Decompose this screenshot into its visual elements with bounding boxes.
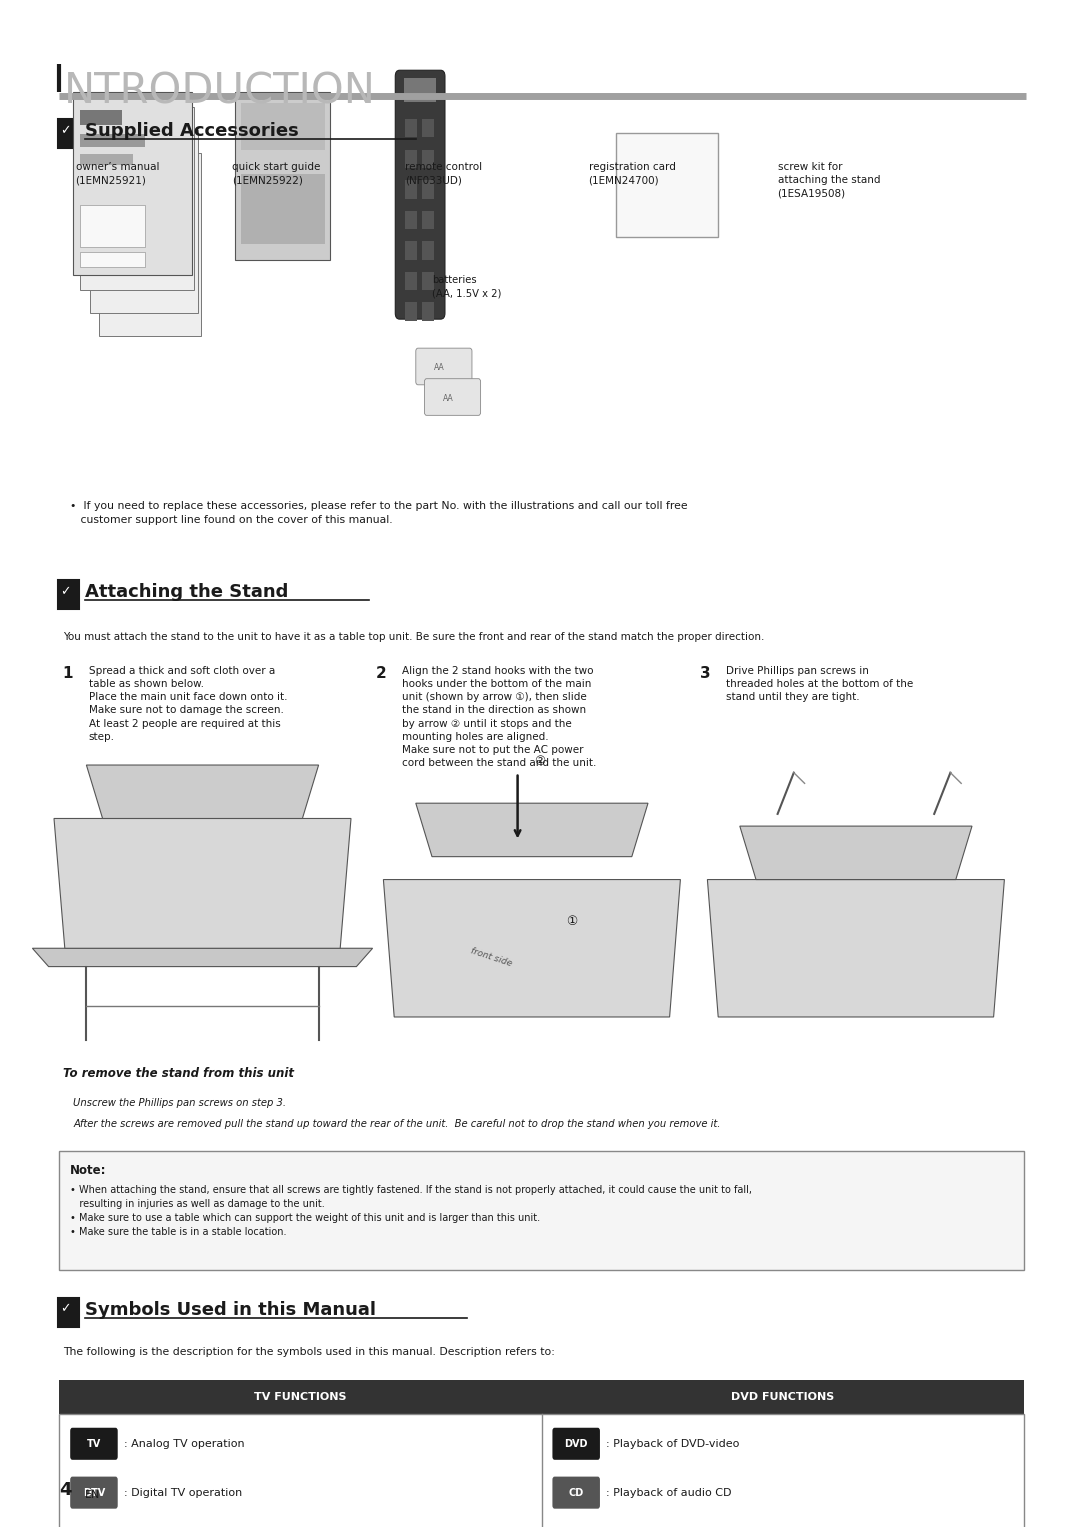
Polygon shape [416, 803, 648, 857]
Text: 1: 1 [63, 666, 73, 681]
Bar [404, 78, 436, 102]
Bar [99, 153, 201, 336]
Bar [422, 241, 434, 260]
Text: TV FUNCTIONS: TV FUNCTIONS [254, 1393, 347, 1402]
Text: : Playback of audio CD: : Playback of audio CD [607, 1487, 732, 1498]
Polygon shape [740, 826, 972, 880]
Bar [405, 119, 417, 137]
Bar [90, 130, 198, 313]
Bar [241, 102, 325, 150]
Polygon shape [54, 818, 351, 948]
Bar [616, 133, 718, 237]
Bar [235, 92, 330, 260]
Bar [542, 1380, 1024, 1414]
Text: quick start guide
(1EMN25922): quick start guide (1EMN25922) [232, 162, 321, 185]
Text: DVD FUNCTIONS: DVD FUNCTIONS [731, 1393, 835, 1402]
Text: • When attaching the stand, ensure that all screws are tightly fastened. If the : • When attaching the stand, ensure that … [70, 1185, 752, 1237]
Bar [422, 302, 434, 321]
Text: Spread a thick and soft cloth over a
table as shown below.
Place the main unit f: Spread a thick and soft cloth over a tab… [89, 666, 287, 742]
Bar [422, 150, 434, 168]
Polygon shape [383, 880, 680, 1017]
Text: screw kit for
attaching the stand
(1ESA19508): screw kit for attaching the stand (1ESA1… [778, 162, 880, 199]
Bar [59, 1380, 542, 1414]
Text: 3: 3 [700, 666, 711, 681]
Text: 4: 4 [59, 1481, 72, 1500]
Text: Supplied Accessories: Supplied Accessories [85, 122, 299, 140]
Bar [405, 302, 417, 321]
Text: Symbols Used in this Manual: Symbols Used in this Manual [85, 1301, 376, 1319]
Bar [80, 154, 134, 165]
Text: AA: AA [443, 394, 454, 403]
FancyBboxPatch shape [70, 1477, 118, 1509]
Text: front side: front side [469, 947, 513, 968]
Bar [405, 272, 417, 290]
Text: remote control
(NF033UD): remote control (NF033UD) [405, 162, 482, 185]
Text: : Analog TV operation: : Analog TV operation [124, 1438, 245, 1449]
Bar [73, 92, 192, 275]
FancyBboxPatch shape [553, 1477, 600, 1509]
FancyBboxPatch shape [395, 70, 445, 319]
Text: DVD: DVD [565, 1438, 588, 1449]
Bar [80, 134, 146, 147]
Bar [80, 107, 194, 290]
Text: •  If you need to replace these accessories, please refer to the part No. with t: • If you need to replace these accessori… [63, 501, 687, 525]
Text: TV: TV [86, 1438, 102, 1449]
Polygon shape [86, 765, 319, 818]
Text: : Digital TV operation: : Digital TV operation [124, 1487, 242, 1498]
Text: CD: CD [568, 1487, 584, 1498]
Text: EN: EN [85, 1490, 100, 1501]
Bar [241, 174, 325, 244]
Text: You must attach the stand to the unit to have it as a table top unit. Be sure th: You must attach the stand to the unit to… [63, 632, 764, 643]
Bar [422, 180, 434, 199]
Bar [80, 205, 146, 247]
Bar [59, 1414, 1024, 1527]
Bar [422, 119, 434, 137]
Bar [422, 272, 434, 290]
Text: The following is the description for the symbols used in this manual. Descriptio: The following is the description for the… [63, 1347, 554, 1358]
Text: DTV: DTV [83, 1487, 105, 1498]
Text: owner’s manual
(1EMN25921): owner’s manual (1EMN25921) [76, 162, 159, 185]
Bar [422, 211, 434, 229]
Bar [58, 580, 79, 609]
Polygon shape [707, 880, 1004, 1017]
Bar [405, 180, 417, 199]
Bar [405, 211, 417, 229]
Text: After the screws are removed pull the stand up toward the rear of the unit.  Be : After the screws are removed pull the st… [73, 1119, 720, 1130]
Polygon shape [32, 948, 373, 967]
Bar [80, 110, 122, 125]
Text: To remove the stand from this unit: To remove the stand from this unit [63, 1067, 294, 1081]
Text: ②: ② [534, 754, 545, 768]
Bar [405, 241, 417, 260]
Text: Align the 2 stand hooks with the two
hooks under the bottom of the main
unit (sh: Align the 2 stand hooks with the two hoo… [402, 666, 596, 768]
Bar [59, 1151, 1024, 1270]
Text: ✓: ✓ [60, 124, 71, 137]
Text: Unscrew the Phillips pan screws on step 3.: Unscrew the Phillips pan screws on step … [73, 1098, 286, 1109]
Text: NTRODUCTION: NTRODUCTION [64, 70, 376, 113]
Text: : Playback of DVD-video: : Playback of DVD-video [607, 1438, 740, 1449]
Text: batteries
(AA, 1.5V x 2): batteries (AA, 1.5V x 2) [432, 275, 501, 298]
FancyBboxPatch shape [553, 1428, 600, 1460]
Text: Attaching the Stand: Attaching the Stand [85, 583, 288, 602]
Text: Drive Phillips pan screws in
threaded holes at the bottom of the
stand until the: Drive Phillips pan screws in threaded ho… [726, 666, 913, 702]
Bar [58, 1298, 79, 1327]
FancyBboxPatch shape [424, 379, 481, 415]
Bar [58, 119, 79, 148]
Text: ①: ① [566, 915, 578, 928]
Text: 2: 2 [376, 666, 387, 681]
Bar [80, 252, 146, 267]
FancyBboxPatch shape [416, 348, 472, 385]
Bar [405, 150, 417, 168]
Text: registration card
(1EMN24700): registration card (1EMN24700) [589, 162, 675, 185]
FancyBboxPatch shape [70, 1428, 118, 1460]
Text: ✓: ✓ [60, 1303, 71, 1316]
Text: ✓: ✓ [60, 585, 71, 599]
Text: Note:: Note: [70, 1164, 107, 1177]
Text: AA: AA [434, 363, 445, 373]
